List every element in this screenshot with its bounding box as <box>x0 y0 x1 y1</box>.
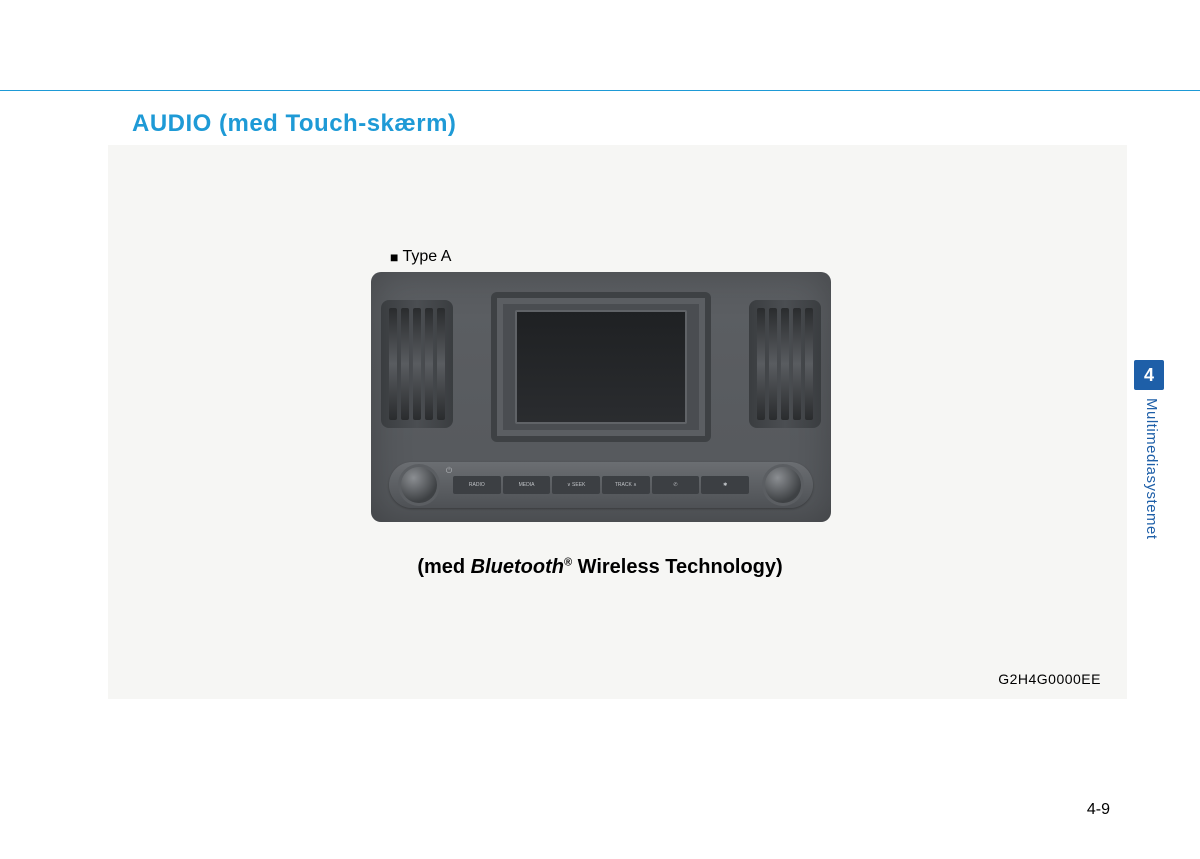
figure-caption: (med Bluetooth® Wireless Technology) <box>0 556 1200 579</box>
tune-knob <box>765 467 801 503</box>
media-button: MEDIA <box>503 476 551 494</box>
image-code: G2H4G0000EE <box>998 671 1101 687</box>
seek-down-button: ∨ SEEK <box>552 476 600 494</box>
vent-slats <box>389 308 445 420</box>
button-row: RADIO MEDIA ∨ SEEK TRACK ∧ ✆ ✱ <box>453 476 749 494</box>
page-number: 4-9 <box>1087 801 1110 819</box>
phone-button: ✆ <box>652 476 700 494</box>
volume-knob <box>401 467 437 503</box>
control-strip: ⏻ RADIO MEDIA ∨ SEEK TRACK ∧ ✆ ✱ <box>389 462 813 508</box>
caption-bluetooth: Bluetooth <box>471 556 564 578</box>
section-title: Multimediasystemet <box>1140 398 1160 540</box>
page-title: AUDIO (med Touch-skærm) <box>132 110 456 138</box>
bullet-square-icon: ■ <box>390 249 398 265</box>
figure-type-label: ■Type A <box>390 248 451 266</box>
track-up-button: TRACK ∧ <box>602 476 650 494</box>
caption-suffix: Wireless Technology) <box>572 556 783 578</box>
caption-prefix: (med <box>417 556 470 578</box>
audio-unit-figure: ⏻ RADIO MEDIA ∨ SEEK TRACK ∧ ✆ ✱ <box>371 272 831 522</box>
type-text: Type A <box>402 248 451 265</box>
touch-screen <box>515 310 687 424</box>
page: AUDIO (med Touch-skærm) G2H4G0000EE ■Typ… <box>0 0 1200 859</box>
power-icon: ⏻ <box>444 466 454 476</box>
radio-button: RADIO <box>453 476 501 494</box>
registered-mark: ® <box>564 556 572 568</box>
setup-button: ✱ <box>701 476 749 494</box>
air-vent-right <box>749 300 821 428</box>
top-rule <box>0 90 1200 91</box>
section-tab: 4 <box>1134 360 1164 390</box>
air-vent-left <box>381 300 453 428</box>
vent-slats <box>757 308 813 420</box>
screen-bezel <box>491 292 711 442</box>
